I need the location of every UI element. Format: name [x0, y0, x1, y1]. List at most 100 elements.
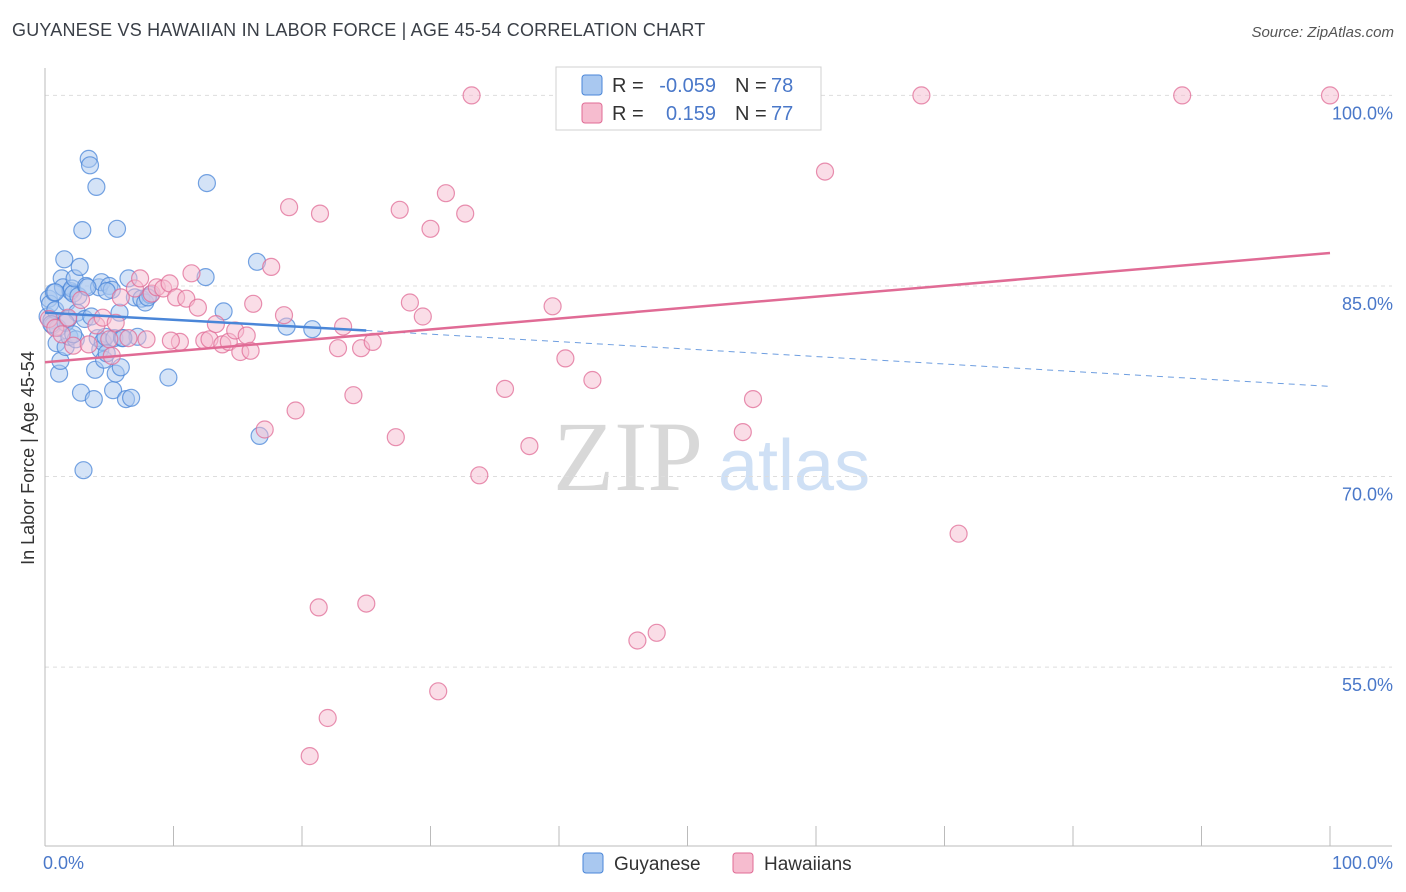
hawaiians-point-12: [119, 329, 138, 348]
hawaiians-point-2: [52, 325, 71, 344]
hawaiians-point-57: [462, 86, 481, 105]
hawaiians-point-27: [206, 315, 225, 334]
guyanese-point-25: [70, 257, 89, 276]
legend-n-value-hawaiians: 77: [771, 103, 793, 125]
guyanese-trend-extension: [366, 329, 1331, 387]
bottom-legend-swatch-hawaiians: [732, 852, 754, 874]
hawaiians-point-53: [421, 219, 440, 238]
guyanese-point-34: [84, 390, 103, 409]
guyanese-point-71: [46, 283, 65, 302]
hawaiians-point-37: [280, 198, 299, 217]
guyanese-point-32: [80, 156, 100, 175]
y-tick-labels: 55.0% 70.0% 85.0% 100.0%: [1332, 103, 1393, 695]
hawaiians-point-51: [400, 293, 419, 312]
guyanese-point-27: [73, 221, 92, 240]
legend-r-value-hawaiians: 0.159: [666, 103, 716, 125]
hawaiians-point-54: [429, 682, 448, 701]
hawaiians-point-3: [58, 308, 78, 327]
legend-n-label-guyanese: N =: [735, 75, 767, 97]
legend-swatch-guyanese: [581, 74, 603, 96]
hawaiians-point-38: [286, 401, 305, 420]
guyanese-point-64: [197, 174, 216, 193]
hawaiians-point-5: [71, 290, 91, 310]
hawaiians-trend-line: [44, 251, 1331, 364]
legend-n-value-guyanese: 78: [771, 75, 793, 97]
hawaiians-point-15: [137, 330, 156, 349]
hawaiians-point-43: [328, 339, 348, 358]
hawaiians-point-39: [300, 746, 319, 766]
bottom-legend-label-guyanese: Guyanese: [614, 854, 701, 875]
guyanese-point-69: [303, 320, 322, 339]
y-tick-label-70: 70.0%: [1342, 485, 1393, 505]
chart-title: GUYANESE VS HAWAIIAN IN LABOR FORCE | AG…: [12, 20, 706, 40]
hawaiians-point-71: [949, 524, 968, 543]
hawaiians-point-72: [1173, 86, 1192, 105]
guyanese-point-62: [159, 368, 178, 387]
hawaiians-point-14: [131, 269, 150, 288]
trend-lines: [44, 251, 1331, 387]
legend-r-label-guyanese: R =: [612, 75, 644, 97]
y-axis-title: In Labor Force | Age 45-54: [18, 351, 38, 565]
hawaiians-point-55: [436, 184, 455, 203]
watermark-zip: ZIP: [553, 401, 703, 512]
hawaiians-point-63: [583, 370, 602, 390]
hawaiians-point-44: [334, 317, 353, 336]
guyanese-point-56: [122, 388, 141, 407]
hawaiians-point-41: [310, 204, 330, 223]
hawaiians-point-23: [182, 264, 201, 283]
legend-r-value-guyanese: -0.059: [659, 75, 716, 97]
hawaiians-point-56: [456, 204, 475, 223]
legend-n-label-hawaiians: N =: [735, 103, 767, 125]
guyanese-trend-line: [44, 311, 367, 332]
hawaiians-point-50: [390, 200, 409, 219]
guyanese-point-50: [107, 219, 127, 238]
bottom-legend-swatch-guyanese: [582, 852, 604, 874]
hawaiians-point-24: [188, 298, 207, 317]
hawaiians-point-4: [64, 336, 83, 355]
hawaiians-point-67: [733, 423, 752, 442]
bottom-legend: Guyanese Hawaiians: [582, 852, 852, 875]
hawaiians-point-64: [628, 631, 647, 650]
x-axis-ticks: [173, 826, 1331, 846]
x-tick-label-min: 0.0%: [43, 853, 84, 873]
hawaiians-point-9: [100, 330, 119, 349]
hawaiians-point-70: [912, 86, 931, 105]
hawaiians-point-65: [647, 623, 666, 642]
hawaiians-point-45: [344, 386, 363, 405]
hawaiians-point-59: [495, 379, 515, 398]
hawaiians-point-11: [111, 288, 130, 307]
hawaiians-point-73: [1320, 86, 1340, 105]
y-tick-label-85: 85.0%: [1342, 294, 1393, 314]
guyanese-point-28: [74, 461, 93, 480]
hawaiians-point-62: [556, 349, 575, 368]
hawaiians-point-47: [357, 594, 376, 613]
hawaiians-points: [39, 86, 1340, 766]
legend: R = -0.059 N = 78 R = 0.159 N = 77: [555, 66, 822, 131]
legend-r-label-hawaiians: R =: [612, 103, 644, 125]
hawaiians-point-52: [413, 307, 432, 326]
hawaiians-point-75: [161, 331, 180, 350]
hawaiians-point-42: [318, 708, 337, 728]
hawaiians-point-40: [309, 598, 328, 617]
hawaiians-point-36: [274, 306, 294, 325]
hawaiians-point-32: [237, 326, 256, 345]
hawaiians-point-33: [244, 294, 263, 313]
hawaiians-point-34: [255, 420, 274, 439]
gridlines: [45, 94, 1392, 668]
hawaiians-point-35: [262, 257, 281, 276]
legend-swatch-hawaiians: [581, 102, 603, 124]
hawaiians-point-76: [241, 341, 260, 360]
hawaiians-point-49: [386, 428, 405, 447]
guyanese-point-13: [55, 250, 74, 269]
hawaiians-point-61: [543, 297, 562, 316]
y-tick-label-100: 100.0%: [1332, 103, 1393, 123]
hawaiians-point-58: [470, 466, 489, 485]
bottom-legend-label-hawaiians: Hawaiians: [764, 854, 852, 875]
x-tick-label-max: 100.0%: [1332, 853, 1393, 873]
hawaiians-point-60: [520, 437, 539, 456]
hawaiians-point-69: [815, 162, 835, 181]
guyanese-point-36: [87, 177, 106, 196]
hawaiians-point-6: [79, 335, 98, 354]
y-tick-label-55: 55.0%: [1342, 675, 1393, 695]
